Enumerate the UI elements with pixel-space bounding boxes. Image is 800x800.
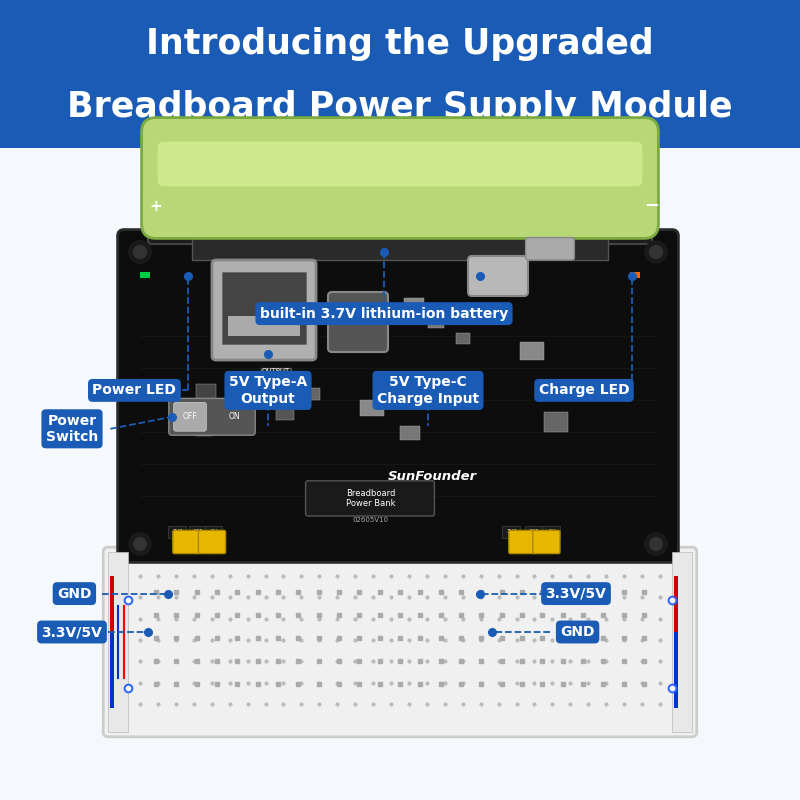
Text: 5V: 5V	[548, 529, 556, 534]
Text: Breadboard Power Supply Module: Breadboard Power Supply Module	[67, 90, 733, 123]
FancyBboxPatch shape	[228, 316, 300, 336]
FancyBboxPatch shape	[526, 238, 574, 260]
FancyBboxPatch shape	[502, 526, 520, 538]
FancyBboxPatch shape	[103, 547, 697, 737]
Text: 5V Type-C
Charge Input: 5V Type-C Charge Input	[377, 375, 479, 406]
Text: 02605V10: 02605V10	[353, 517, 389, 523]
FancyBboxPatch shape	[674, 576, 678, 652]
Text: OUTPUT: OUTPUT	[262, 368, 290, 374]
Text: Power
Switch: Power Switch	[46, 414, 98, 444]
FancyBboxPatch shape	[400, 426, 420, 440]
FancyBboxPatch shape	[222, 272, 306, 344]
FancyBboxPatch shape	[509, 530, 536, 554]
Circle shape	[129, 241, 151, 263]
FancyBboxPatch shape	[544, 386, 564, 400]
FancyBboxPatch shape	[189, 526, 206, 538]
Text: OFF: OFF	[182, 412, 197, 422]
FancyBboxPatch shape	[108, 552, 128, 732]
FancyBboxPatch shape	[174, 402, 206, 431]
FancyBboxPatch shape	[169, 398, 255, 435]
FancyBboxPatch shape	[196, 423, 212, 436]
FancyBboxPatch shape	[304, 388, 320, 400]
Text: OFF: OFF	[529, 529, 540, 534]
FancyBboxPatch shape	[468, 256, 528, 296]
Text: Breadboard
Power Bank: Breadboard Power Bank	[346, 489, 395, 508]
FancyBboxPatch shape	[196, 384, 216, 400]
Circle shape	[645, 533, 667, 555]
FancyBboxPatch shape	[404, 298, 424, 312]
Text: −: −	[645, 198, 659, 215]
FancyBboxPatch shape	[142, 190, 166, 226]
FancyBboxPatch shape	[674, 632, 678, 708]
FancyBboxPatch shape	[0, 0, 800, 148]
Circle shape	[134, 246, 146, 258]
FancyBboxPatch shape	[544, 412, 568, 432]
FancyBboxPatch shape	[428, 316, 444, 328]
Circle shape	[129, 533, 151, 555]
FancyBboxPatch shape	[158, 142, 642, 186]
Circle shape	[645, 241, 667, 263]
FancyBboxPatch shape	[672, 552, 692, 732]
Text: GND: GND	[57, 586, 92, 601]
FancyBboxPatch shape	[630, 272, 640, 278]
Text: ON: ON	[229, 412, 240, 422]
FancyBboxPatch shape	[360, 400, 384, 416]
Text: OFF: OFF	[193, 529, 204, 534]
Text: Introducing the Upgraded: Introducing the Upgraded	[146, 27, 654, 62]
FancyBboxPatch shape	[198, 530, 226, 554]
Circle shape	[134, 538, 146, 550]
FancyBboxPatch shape	[140, 272, 150, 278]
Text: SunFounder: SunFounder	[387, 470, 477, 482]
Text: +: +	[150, 199, 162, 214]
FancyBboxPatch shape	[456, 333, 470, 344]
Text: 3.3V/5V: 3.3V/5V	[546, 586, 606, 601]
Text: 3V3: 3V3	[506, 529, 518, 534]
FancyBboxPatch shape	[212, 260, 316, 360]
FancyBboxPatch shape	[142, 118, 658, 238]
FancyBboxPatch shape	[118, 230, 678, 562]
FancyBboxPatch shape	[0, 148, 800, 800]
Text: Power LED: Power LED	[93, 383, 176, 398]
FancyBboxPatch shape	[634, 190, 658, 226]
Text: GND: GND	[560, 625, 595, 639]
FancyBboxPatch shape	[173, 530, 200, 554]
Text: 3V3: 3V3	[172, 529, 183, 534]
Text: 5V: 5V	[210, 529, 218, 534]
Circle shape	[650, 246, 662, 258]
Circle shape	[650, 538, 662, 550]
Text: 5V Type-A
Output: 5V Type-A Output	[229, 375, 307, 406]
FancyBboxPatch shape	[276, 407, 294, 420]
FancyBboxPatch shape	[542, 526, 560, 538]
FancyBboxPatch shape	[205, 526, 222, 538]
Text: 4R7: 4R7	[347, 317, 369, 327]
FancyBboxPatch shape	[306, 481, 434, 516]
Text: 3.3V/5V: 3.3V/5V	[42, 625, 102, 639]
FancyBboxPatch shape	[110, 632, 114, 708]
FancyBboxPatch shape	[192, 238, 608, 260]
Text: Charge LED: Charge LED	[538, 383, 630, 398]
Text: built-in 3.7V lithium-ion battery: built-in 3.7V lithium-ion battery	[260, 306, 508, 321]
FancyBboxPatch shape	[110, 576, 114, 652]
FancyBboxPatch shape	[148, 164, 652, 244]
FancyBboxPatch shape	[328, 292, 388, 352]
FancyBboxPatch shape	[525, 526, 542, 538]
FancyBboxPatch shape	[168, 526, 186, 538]
FancyBboxPatch shape	[533, 530, 560, 554]
FancyBboxPatch shape	[520, 342, 544, 360]
